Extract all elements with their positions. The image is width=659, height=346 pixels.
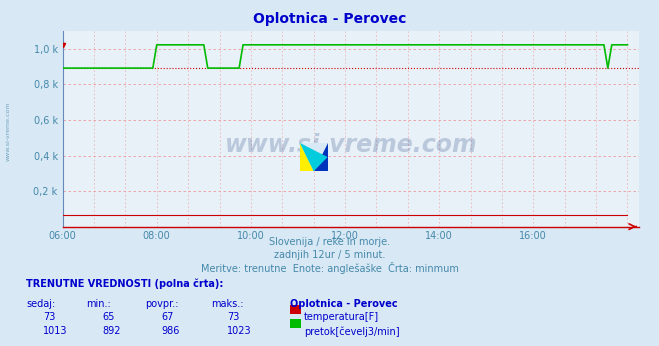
Polygon shape: [300, 143, 314, 171]
Text: 986: 986: [161, 326, 180, 336]
Text: 892: 892: [102, 326, 121, 336]
Text: 1023: 1023: [227, 326, 252, 336]
Text: pretok[čevelj3/min]: pretok[čevelj3/min]: [304, 326, 399, 337]
Text: 73: 73: [227, 312, 240, 322]
Text: TRENUTNE VREDNOSTI (polna črta):: TRENUTNE VREDNOSTI (polna črta):: [26, 279, 224, 289]
Text: Slovenija / reke in morje.: Slovenija / reke in morje.: [269, 237, 390, 247]
Text: maks.:: maks.:: [211, 299, 243, 309]
Text: 73: 73: [43, 312, 55, 322]
Text: povpr.:: povpr.:: [145, 299, 179, 309]
Text: Oplotnica - Perovec: Oplotnica - Perovec: [253, 12, 406, 26]
Text: www.si-vreme.com: www.si-vreme.com: [5, 102, 11, 161]
Text: www.si-vreme.com: www.si-vreme.com: [225, 133, 477, 156]
Polygon shape: [314, 143, 328, 171]
Text: temperatura[F]: temperatura[F]: [304, 312, 379, 322]
Text: zadnjih 12ur / 5 minut.: zadnjih 12ur / 5 minut.: [273, 250, 386, 260]
Text: 67: 67: [161, 312, 174, 322]
Text: sedaj:: sedaj:: [26, 299, 55, 309]
Text: min.:: min.:: [86, 299, 111, 309]
Text: 1013: 1013: [43, 326, 67, 336]
Text: Meritve: trenutne  Enote: anglešaške  Črta: minmum: Meritve: trenutne Enote: anglešaške Črta…: [200, 262, 459, 274]
Polygon shape: [300, 143, 328, 171]
Text: Oplotnica - Perovec: Oplotnica - Perovec: [290, 299, 397, 309]
Text: 65: 65: [102, 312, 115, 322]
